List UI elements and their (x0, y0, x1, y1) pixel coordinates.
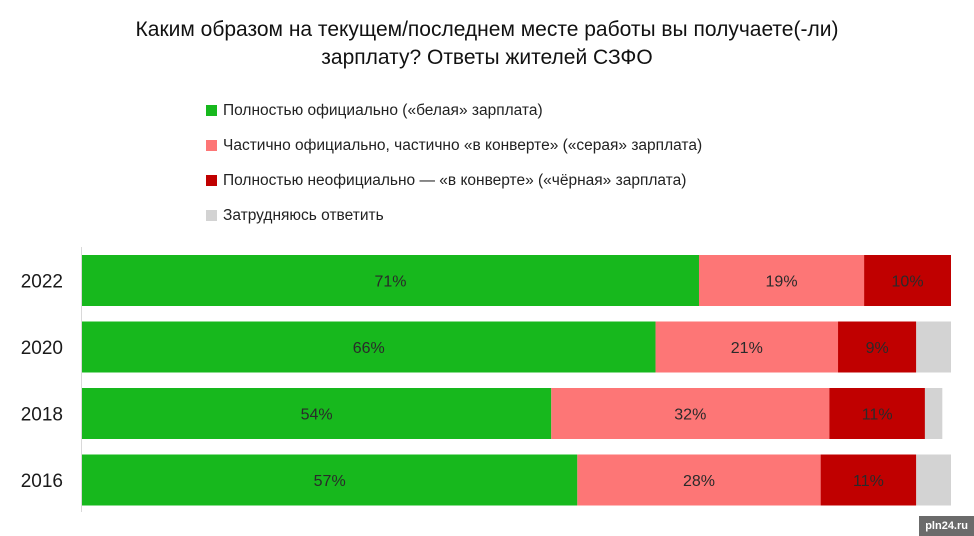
data-label-2022-s0: 71% (374, 274, 406, 291)
legend-swatch-black (206, 175, 217, 186)
stacked-bar-chart: 2022 71% 19% 10% 2020 66% 21% 9% 2018 54% 32% 11% 20… (21, 247, 951, 512)
bar-segment-2020-s1 (655, 321, 839, 373)
category-label-2016: 2016 (21, 471, 63, 492)
data-label-2020-s2: 9% (866, 340, 889, 357)
legend-item-white: Полностью официально («белая» зарплата) (206, 93, 702, 128)
bar-segment-2020-s0 (82, 321, 656, 373)
data-label-2016-s2: 11% (853, 473, 884, 490)
bar-segment-2020-s3 (916, 321, 951, 373)
data-label-2018-s0: 54% (301, 407, 333, 424)
data-label-2018-s2: 11% (862, 407, 893, 424)
bar-segment-2016-s2 (820, 454, 917, 506)
legend-label-white: Полностью официально («белая» зарплата) (223, 101, 543, 119)
legend-swatch-undecided (206, 210, 217, 221)
data-label-2022-s2: 10% (892, 274, 924, 291)
category-label-2018: 2018 (21, 405, 63, 426)
legend-item-black: Полностью неофициально — «в конверте» («… (206, 163, 702, 198)
category-label-2022: 2022 (21, 272, 63, 293)
chart-legend: Полностью официально («белая» зарплата) … (206, 93, 702, 233)
chart-title-line-2: зарплату? Ответы жителей СЗФО (321, 46, 653, 69)
bar-segment-2018-s2 (829, 388, 925, 439)
bar-segment-2016-s0 (82, 454, 578, 506)
watermark: pln24.ru (919, 516, 974, 536)
category-label-2020: 2020 (21, 338, 63, 359)
bar-segment-2018-s1 (551, 388, 830, 439)
bar-segment-2016-s1 (577, 454, 821, 506)
legend-label-black: Полностью неофициально — «в конверте» («… (223, 171, 687, 189)
chart-area: 2022 71% 19% 10% 2020 66% 21% 9% 2018 54% 32% 11% 20… (0, 240, 974, 515)
legend-swatch-grey (206, 140, 217, 151)
bar-segment-2022-s0 (82, 255, 699, 306)
bar-segment-2022-s1 (698, 255, 865, 306)
data-label-2020-s0: 66% (353, 340, 385, 357)
chart-title-line-1: Каким образом на текущем/последнем месте… (135, 18, 839, 41)
legend-item-undecided: Затрудняюсь ответить (206, 198, 702, 233)
data-label-2020-s1: 21% (731, 340, 763, 357)
bar-segment-2018-s0 (82, 388, 552, 439)
legend-item-grey: Частично официально, частично «в конверт… (206, 128, 702, 163)
bar-segment-2020-s2 (838, 321, 917, 373)
data-label-2022-s1: 19% (766, 274, 798, 291)
legend-swatch-white (206, 105, 217, 116)
bar-segment-2022-s2 (864, 255, 951, 306)
legend-label-grey: Частично официально, частично «в конверт… (223, 136, 703, 154)
legend-label-undecided: Затрудняюсь ответить (223, 206, 384, 224)
data-label-2016-s0: 57% (314, 473, 346, 490)
chart-title: Каким образом на текущем/последнем месте… (0, 16, 974, 72)
bar-segment-2018-s3 (924, 388, 943, 439)
data-label-2018-s1: 32% (674, 407, 706, 424)
bar-segment-2016-s3 (916, 454, 951, 506)
data-label-2016-s1: 28% (683, 473, 715, 490)
